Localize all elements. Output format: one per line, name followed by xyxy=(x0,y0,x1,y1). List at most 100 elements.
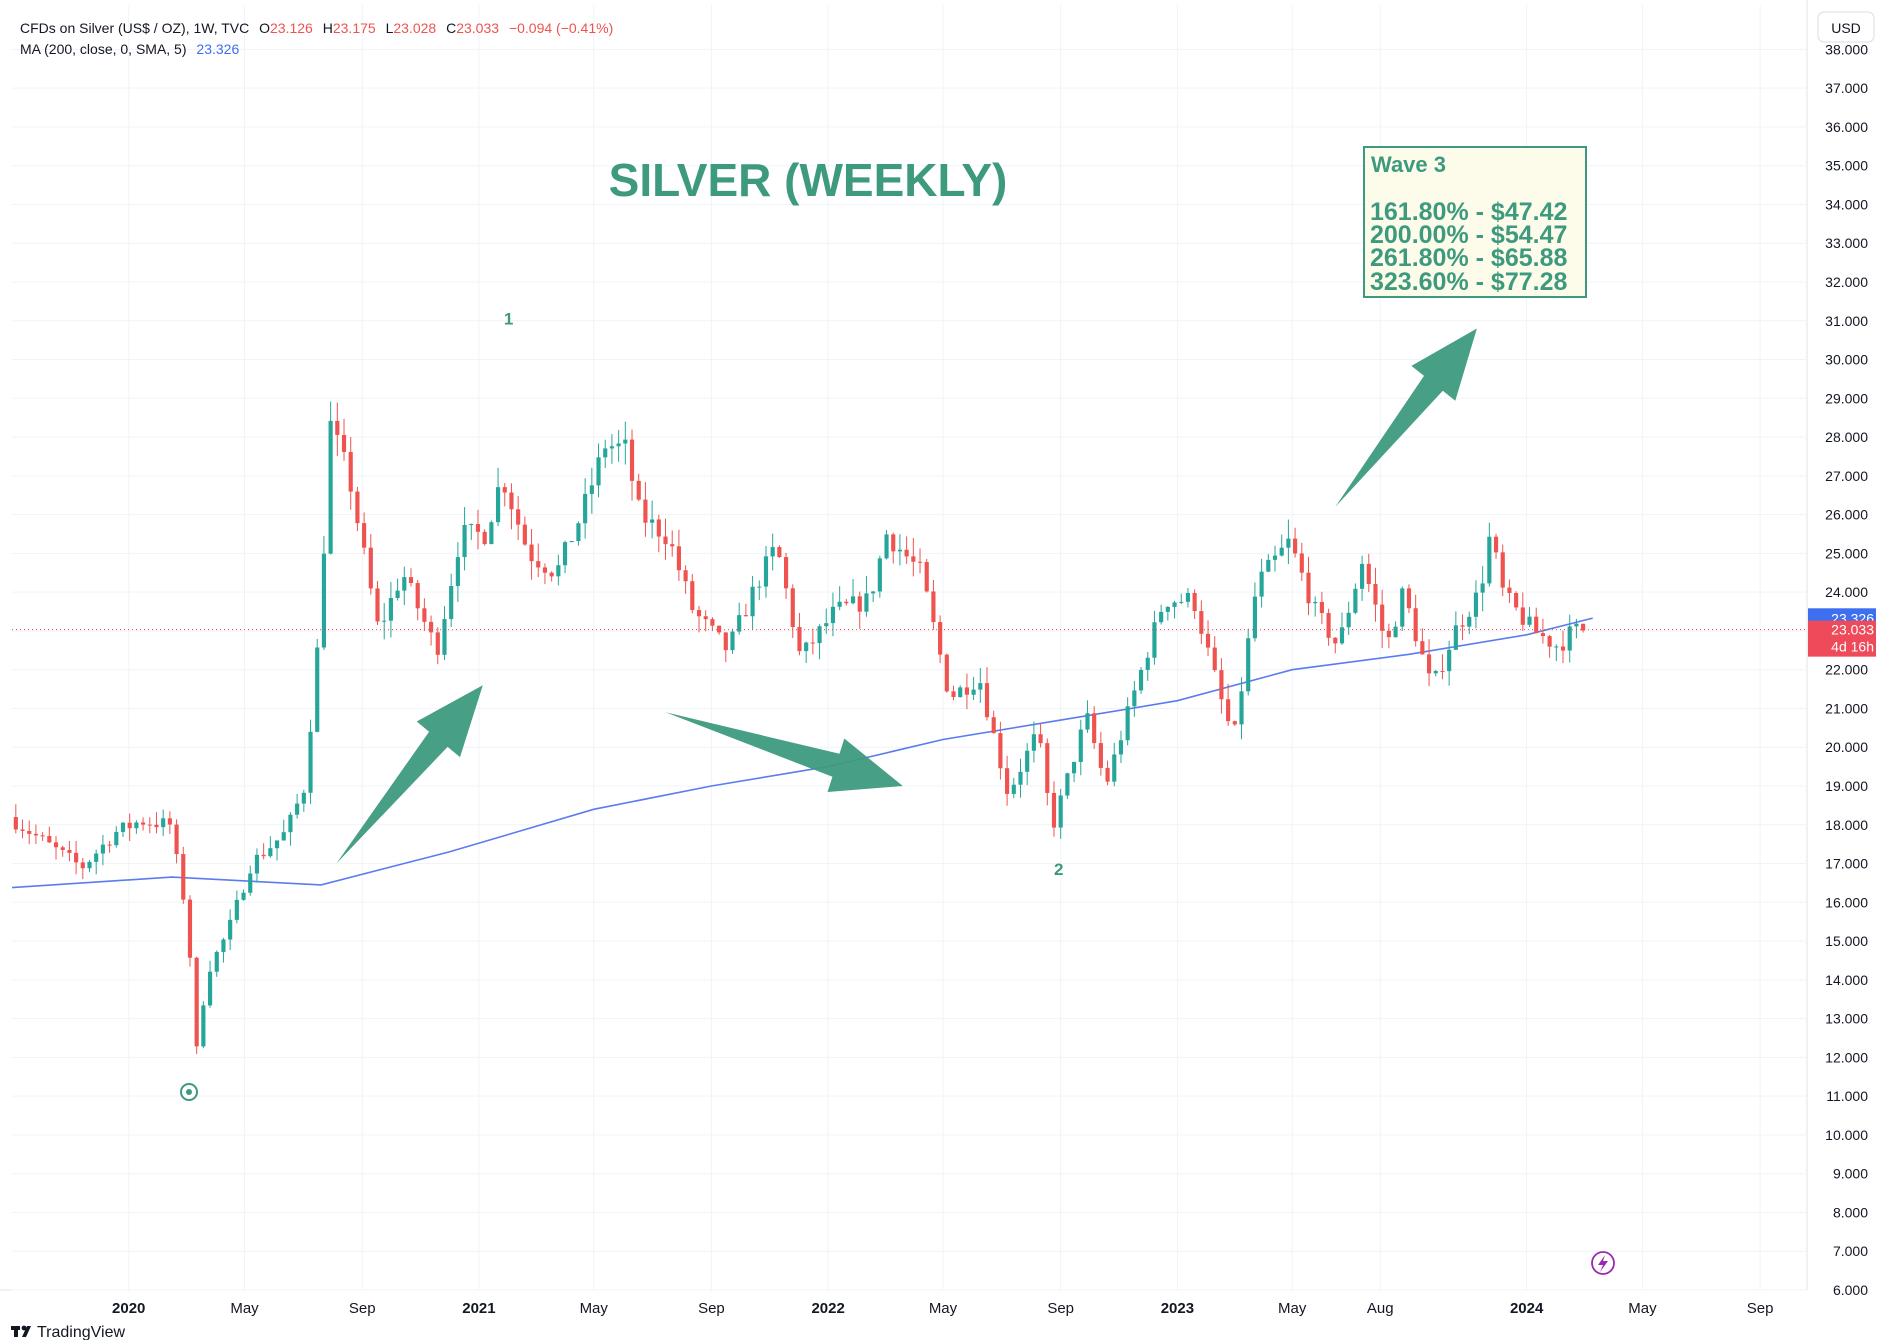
candle-body xyxy=(1205,633,1211,648)
lightning-icon[interactable] xyxy=(1591,1251,1615,1275)
trend-arrow xyxy=(1335,328,1477,507)
candle-body xyxy=(1547,636,1552,647)
open-value: 23.126 xyxy=(270,20,313,36)
candle-body xyxy=(984,683,990,718)
candle-body xyxy=(931,591,936,623)
candle-body xyxy=(1567,626,1572,651)
candle-body xyxy=(1005,768,1010,794)
candle-body xyxy=(502,487,507,493)
legend-ohlc: CFDs on Silver (US$ / OZ), 1W, TVC O23.1… xyxy=(20,20,613,36)
candle-body xyxy=(1467,616,1472,627)
price-axis[interactable]: 6.000 7.000 8.000 9.000 10.000 11.000 12.000 13… xyxy=(1808,41,1876,1298)
wave-label: 2 xyxy=(1054,860,1063,879)
time-tick-label: Sep xyxy=(1747,1300,1774,1317)
candle-body xyxy=(241,892,246,900)
time-tick-label: May xyxy=(580,1300,609,1317)
price-tick-label: 12.000 xyxy=(1825,1049,1868,1065)
candle-body xyxy=(301,792,306,804)
candle-body xyxy=(1078,729,1083,762)
time-tick-label: Sep xyxy=(698,1300,725,1317)
candle-body xyxy=(944,654,949,692)
price-tick-label: 18.000 xyxy=(1825,817,1868,833)
candle-body xyxy=(1266,559,1271,572)
candle-body xyxy=(248,873,253,893)
candle-body xyxy=(94,853,99,862)
candle-body xyxy=(1554,646,1559,648)
candle-body xyxy=(562,542,568,566)
candle-body xyxy=(1212,647,1217,671)
countdown-label: 4d 16h xyxy=(1831,639,1874,655)
low-label: L xyxy=(386,20,394,36)
price-tick-label: 27.000 xyxy=(1825,468,1868,484)
high-value: 23.175 xyxy=(333,20,376,36)
candle-body xyxy=(542,567,548,573)
currency-button[interactable]: USD xyxy=(1817,11,1875,43)
candle-body xyxy=(1051,792,1057,828)
price-tick-label: 21.000 xyxy=(1825,700,1868,716)
candle-body xyxy=(134,822,139,829)
candle-body xyxy=(1487,536,1492,584)
wave3-target-box: Wave 3 161.80% - $47.42 200.00% - $54.47… xyxy=(1363,146,1587,298)
candle-body xyxy=(495,487,501,523)
candle-body xyxy=(328,420,333,554)
candle-body xyxy=(1534,616,1539,634)
candle-body xyxy=(596,457,601,486)
price-tick-label: 26.000 xyxy=(1825,507,1868,523)
time-axis[interactable]: 2020 May Sep 2021 May Sep 2022 May Sep 2023 May Aug… xyxy=(112,1300,1773,1317)
candle-body xyxy=(167,818,172,825)
price-tick-label: 33.000 xyxy=(1825,235,1868,251)
candle-body xyxy=(522,524,527,545)
candle-body xyxy=(228,919,233,940)
candle-body xyxy=(663,536,668,545)
candle-body xyxy=(40,835,45,837)
candle-body xyxy=(509,492,514,510)
candle-body xyxy=(1199,611,1204,634)
candle-body xyxy=(616,443,621,447)
time-tick-label: 2024 xyxy=(1510,1300,1544,1317)
candle-body xyxy=(462,524,467,558)
candle-body xyxy=(951,691,956,697)
tradingview-logo[interactable]: TradingView xyxy=(11,1324,125,1340)
time-tick-label: May xyxy=(1278,1300,1307,1317)
candle-body xyxy=(1473,592,1479,617)
candle-body xyxy=(516,509,521,525)
candle-body xyxy=(777,547,782,558)
candle-body xyxy=(1426,654,1432,674)
candle-body xyxy=(837,601,842,607)
candle-body xyxy=(737,615,742,632)
wave-label: 1 xyxy=(504,310,513,329)
candle-body xyxy=(1279,547,1284,556)
candle-body xyxy=(429,621,434,633)
price-tick-label: 16.000 xyxy=(1825,894,1868,910)
candle-body xyxy=(1406,588,1412,609)
price-tick-label: 24.000 xyxy=(1825,584,1868,600)
candle-body xyxy=(1038,734,1043,744)
candle-body xyxy=(723,632,728,651)
candle-body xyxy=(1581,623,1586,631)
candle-body xyxy=(274,840,280,849)
candle-body xyxy=(1219,670,1224,700)
annotations-layer: 12 xyxy=(12,310,1807,879)
price-tick-label: 17.000 xyxy=(1825,856,1868,872)
candle-body xyxy=(1574,623,1579,627)
candle-body xyxy=(1112,754,1117,782)
price-tick-label: 38.000 xyxy=(1825,41,1868,57)
price-tick-label: 25.000 xyxy=(1825,545,1868,561)
price-tick-label: 36.000 xyxy=(1825,119,1868,135)
candle-body xyxy=(763,556,769,587)
candle-body xyxy=(1159,611,1164,623)
wave-box-line: 261.80% - $65.88 xyxy=(1370,244,1567,272)
candle-body xyxy=(1145,657,1150,670)
candle-body xyxy=(1172,602,1177,607)
candles-layer xyxy=(13,401,1586,1055)
candle-body xyxy=(917,561,923,563)
candle-body xyxy=(1299,553,1304,573)
candle-body xyxy=(1540,633,1545,637)
event-marker-icon[interactable] xyxy=(180,1083,198,1101)
candle-body xyxy=(475,524,481,532)
candle-body xyxy=(27,830,32,834)
candle-body xyxy=(884,534,889,559)
candle-body xyxy=(1058,795,1063,828)
candle-body xyxy=(529,544,534,562)
